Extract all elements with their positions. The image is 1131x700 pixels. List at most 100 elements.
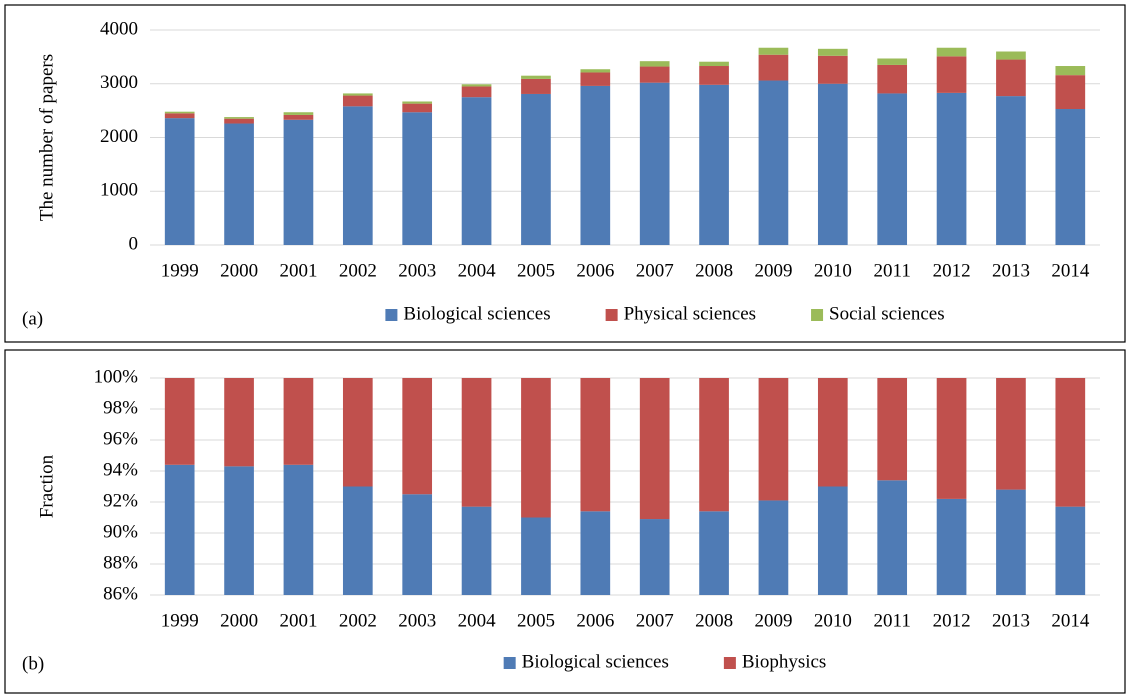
x-tick-label: 2014	[1051, 260, 1090, 281]
bar-segment	[758, 47, 789, 55]
bar-segment	[996, 96, 1026, 245]
bar-segment	[936, 498, 967, 595]
x-tick-label: 2011	[874, 610, 911, 631]
x-tick-label: 2004	[458, 610, 497, 631]
y-tick-label: 94%	[103, 459, 138, 480]
bar-segment	[1055, 109, 1086, 245]
bar-segment	[461, 378, 492, 507]
legend-swatch	[723, 657, 736, 669]
bar-segment	[817, 48, 848, 56]
bar-segment	[224, 118, 254, 124]
x-tick-label: 2003	[398, 260, 436, 281]
x-tick-label: 2006	[576, 610, 614, 631]
bar-segment	[996, 489, 1026, 595]
bar-segment	[402, 103, 433, 113]
bar-segment	[402, 101, 433, 104]
x-tick-label: 2007	[636, 610, 674, 631]
bar-segment	[461, 84, 492, 87]
bar-segment	[580, 378, 611, 512]
bar-segment	[877, 58, 908, 65]
bar-segment	[817, 55, 848, 84]
bar-segment	[1055, 378, 1086, 507]
bar-segment	[580, 511, 611, 595]
bar-segment	[283, 112, 314, 115]
bar-segment	[877, 93, 908, 245]
bar-segment	[639, 378, 670, 520]
y-tick-label: 100%	[94, 366, 139, 387]
y-axis-label: Fraction	[36, 454, 57, 518]
bar-segment	[699, 66, 729, 85]
y-tick-label: 90%	[103, 521, 138, 542]
bar-segment	[402, 378, 433, 495]
bar-segment	[461, 506, 492, 595]
bar-segment	[699, 378, 729, 512]
x-tick-label: 2013	[992, 260, 1030, 281]
bar-segment	[224, 117, 254, 119]
bar-segment	[639, 66, 670, 83]
bar-segment	[521, 75, 551, 79]
y-tick-label: 88%	[103, 552, 138, 573]
x-tick-label: 2002	[339, 610, 377, 631]
x-tick-label: 2009	[754, 260, 792, 281]
bar-segment	[224, 123, 254, 245]
legend-swatch	[605, 309, 618, 321]
x-tick-label: 2014	[1051, 610, 1090, 631]
bar-segment	[877, 64, 908, 94]
x-tick-label: 2011	[874, 260, 911, 281]
bar-segment	[342, 106, 373, 245]
bar-segment	[936, 378, 967, 499]
x-tick-label: 2001	[279, 260, 317, 281]
x-tick-label: 2002	[339, 260, 377, 281]
bar-segment	[521, 93, 551, 246]
x-tick-label: 2012	[933, 260, 971, 281]
bar-segment	[699, 61, 729, 67]
bar-segment	[639, 61, 670, 67]
legend-swatch	[503, 657, 516, 669]
legend-label: Biophysics	[742, 651, 826, 672]
bar-segment	[1055, 75, 1086, 110]
y-tick-label: 4000	[100, 18, 138, 39]
bar-segment	[461, 97, 492, 245]
x-tick-label: 2010	[814, 260, 852, 281]
bar-segment	[758, 500, 789, 595]
bar-segment	[1055, 506, 1086, 595]
bar-segment	[283, 464, 314, 595]
bar-segment	[817, 486, 848, 595]
bar-segment	[283, 378, 314, 465]
bar-segment	[164, 378, 195, 465]
x-tick-label: 2004	[458, 260, 497, 281]
bar-segment	[164, 111, 195, 114]
y-tick-label: 96%	[103, 428, 138, 449]
bar-segment	[342, 93, 373, 96]
bar-segment	[521, 517, 551, 595]
bar-segment	[164, 113, 195, 119]
bar-segment	[580, 69, 611, 73]
panel-label: (a)	[22, 308, 43, 329]
x-tick-label: 2012	[933, 610, 971, 631]
bar-segment	[1055, 66, 1086, 76]
x-tick-label: 2008	[695, 610, 733, 631]
bar-segment	[283, 119, 314, 245]
bar-segment	[996, 378, 1026, 490]
bar-segment	[936, 56, 967, 93]
y-tick-label: 1000	[100, 180, 138, 201]
bar-segment	[580, 85, 611, 246]
bar-segment	[342, 378, 373, 487]
x-tick-label: 2003	[398, 610, 436, 631]
x-tick-label: 2007	[636, 260, 674, 281]
x-tick-label: 2005	[517, 260, 555, 281]
bar-segment	[580, 72, 611, 86]
y-tick-label: 86%	[103, 583, 138, 604]
x-tick-label: 2008	[695, 260, 733, 281]
panel-frame	[4, 349, 1126, 694]
bar-segment	[877, 480, 908, 595]
legend-label: Biological sciences	[403, 303, 550, 324]
legend-label: Physical sciences	[624, 303, 756, 324]
bar-segment	[996, 51, 1026, 60]
bar-segment	[758, 378, 789, 501]
bar-segment	[402, 112, 433, 245]
legend-label: Biological sciences	[522, 651, 669, 672]
x-tick-label: 2005	[517, 610, 555, 631]
bar-segment	[639, 519, 670, 595]
bar-segment	[877, 378, 908, 481]
